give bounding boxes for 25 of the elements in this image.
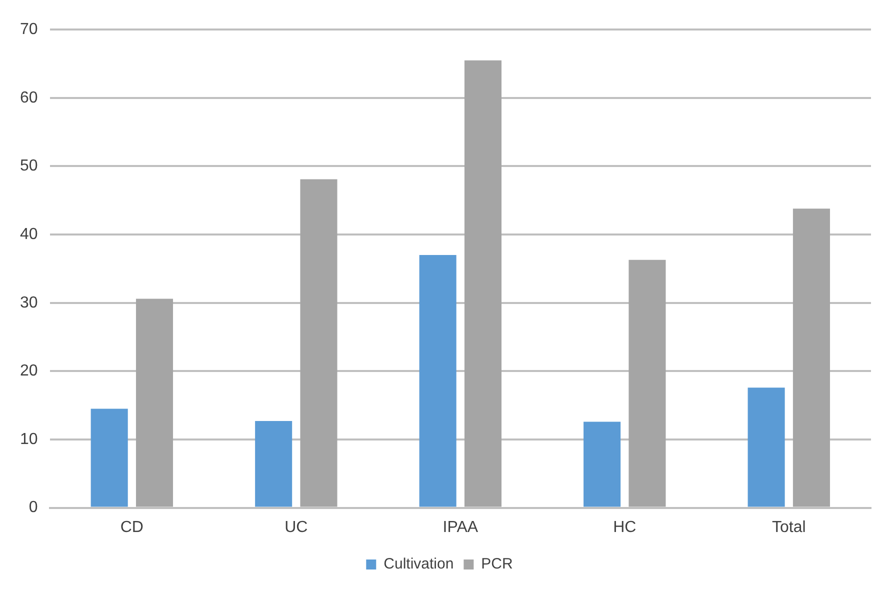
- x-tick-label: HC: [613, 518, 636, 536]
- bar: [748, 388, 785, 507]
- bar: [584, 422, 621, 507]
- y-tick-label: 70: [20, 21, 38, 38]
- y-tick-label: 10: [20, 430, 38, 448]
- x-tick-label: CD: [120, 518, 144, 536]
- bar: [90, 408, 128, 507]
- bar: [628, 260, 666, 507]
- y-tick-label: 40: [20, 226, 38, 243]
- bar: [255, 421, 292, 507]
- legend-label: PCR: [481, 556, 514, 573]
- x-tick-label: UC: [284, 518, 308, 536]
- legend-label: Cultivation: [384, 556, 454, 573]
- bar: [419, 255, 456, 507]
- y-tick-label: 50: [20, 158, 38, 175]
- y-tick-label: 0: [28, 499, 38, 516]
- y-tick-label: 20: [20, 362, 38, 380]
- bar: [300, 179, 338, 507]
- y-tick-label: 60: [20, 89, 38, 106]
- x-tick-label: Total: [772, 518, 806, 536]
- bar: [136, 298, 174, 507]
- x-tick-label: IPAA: [442, 518, 478, 536]
- bar: [464, 60, 502, 507]
- bar: [792, 208, 830, 507]
- y-tick-label: 30: [20, 294, 38, 312]
